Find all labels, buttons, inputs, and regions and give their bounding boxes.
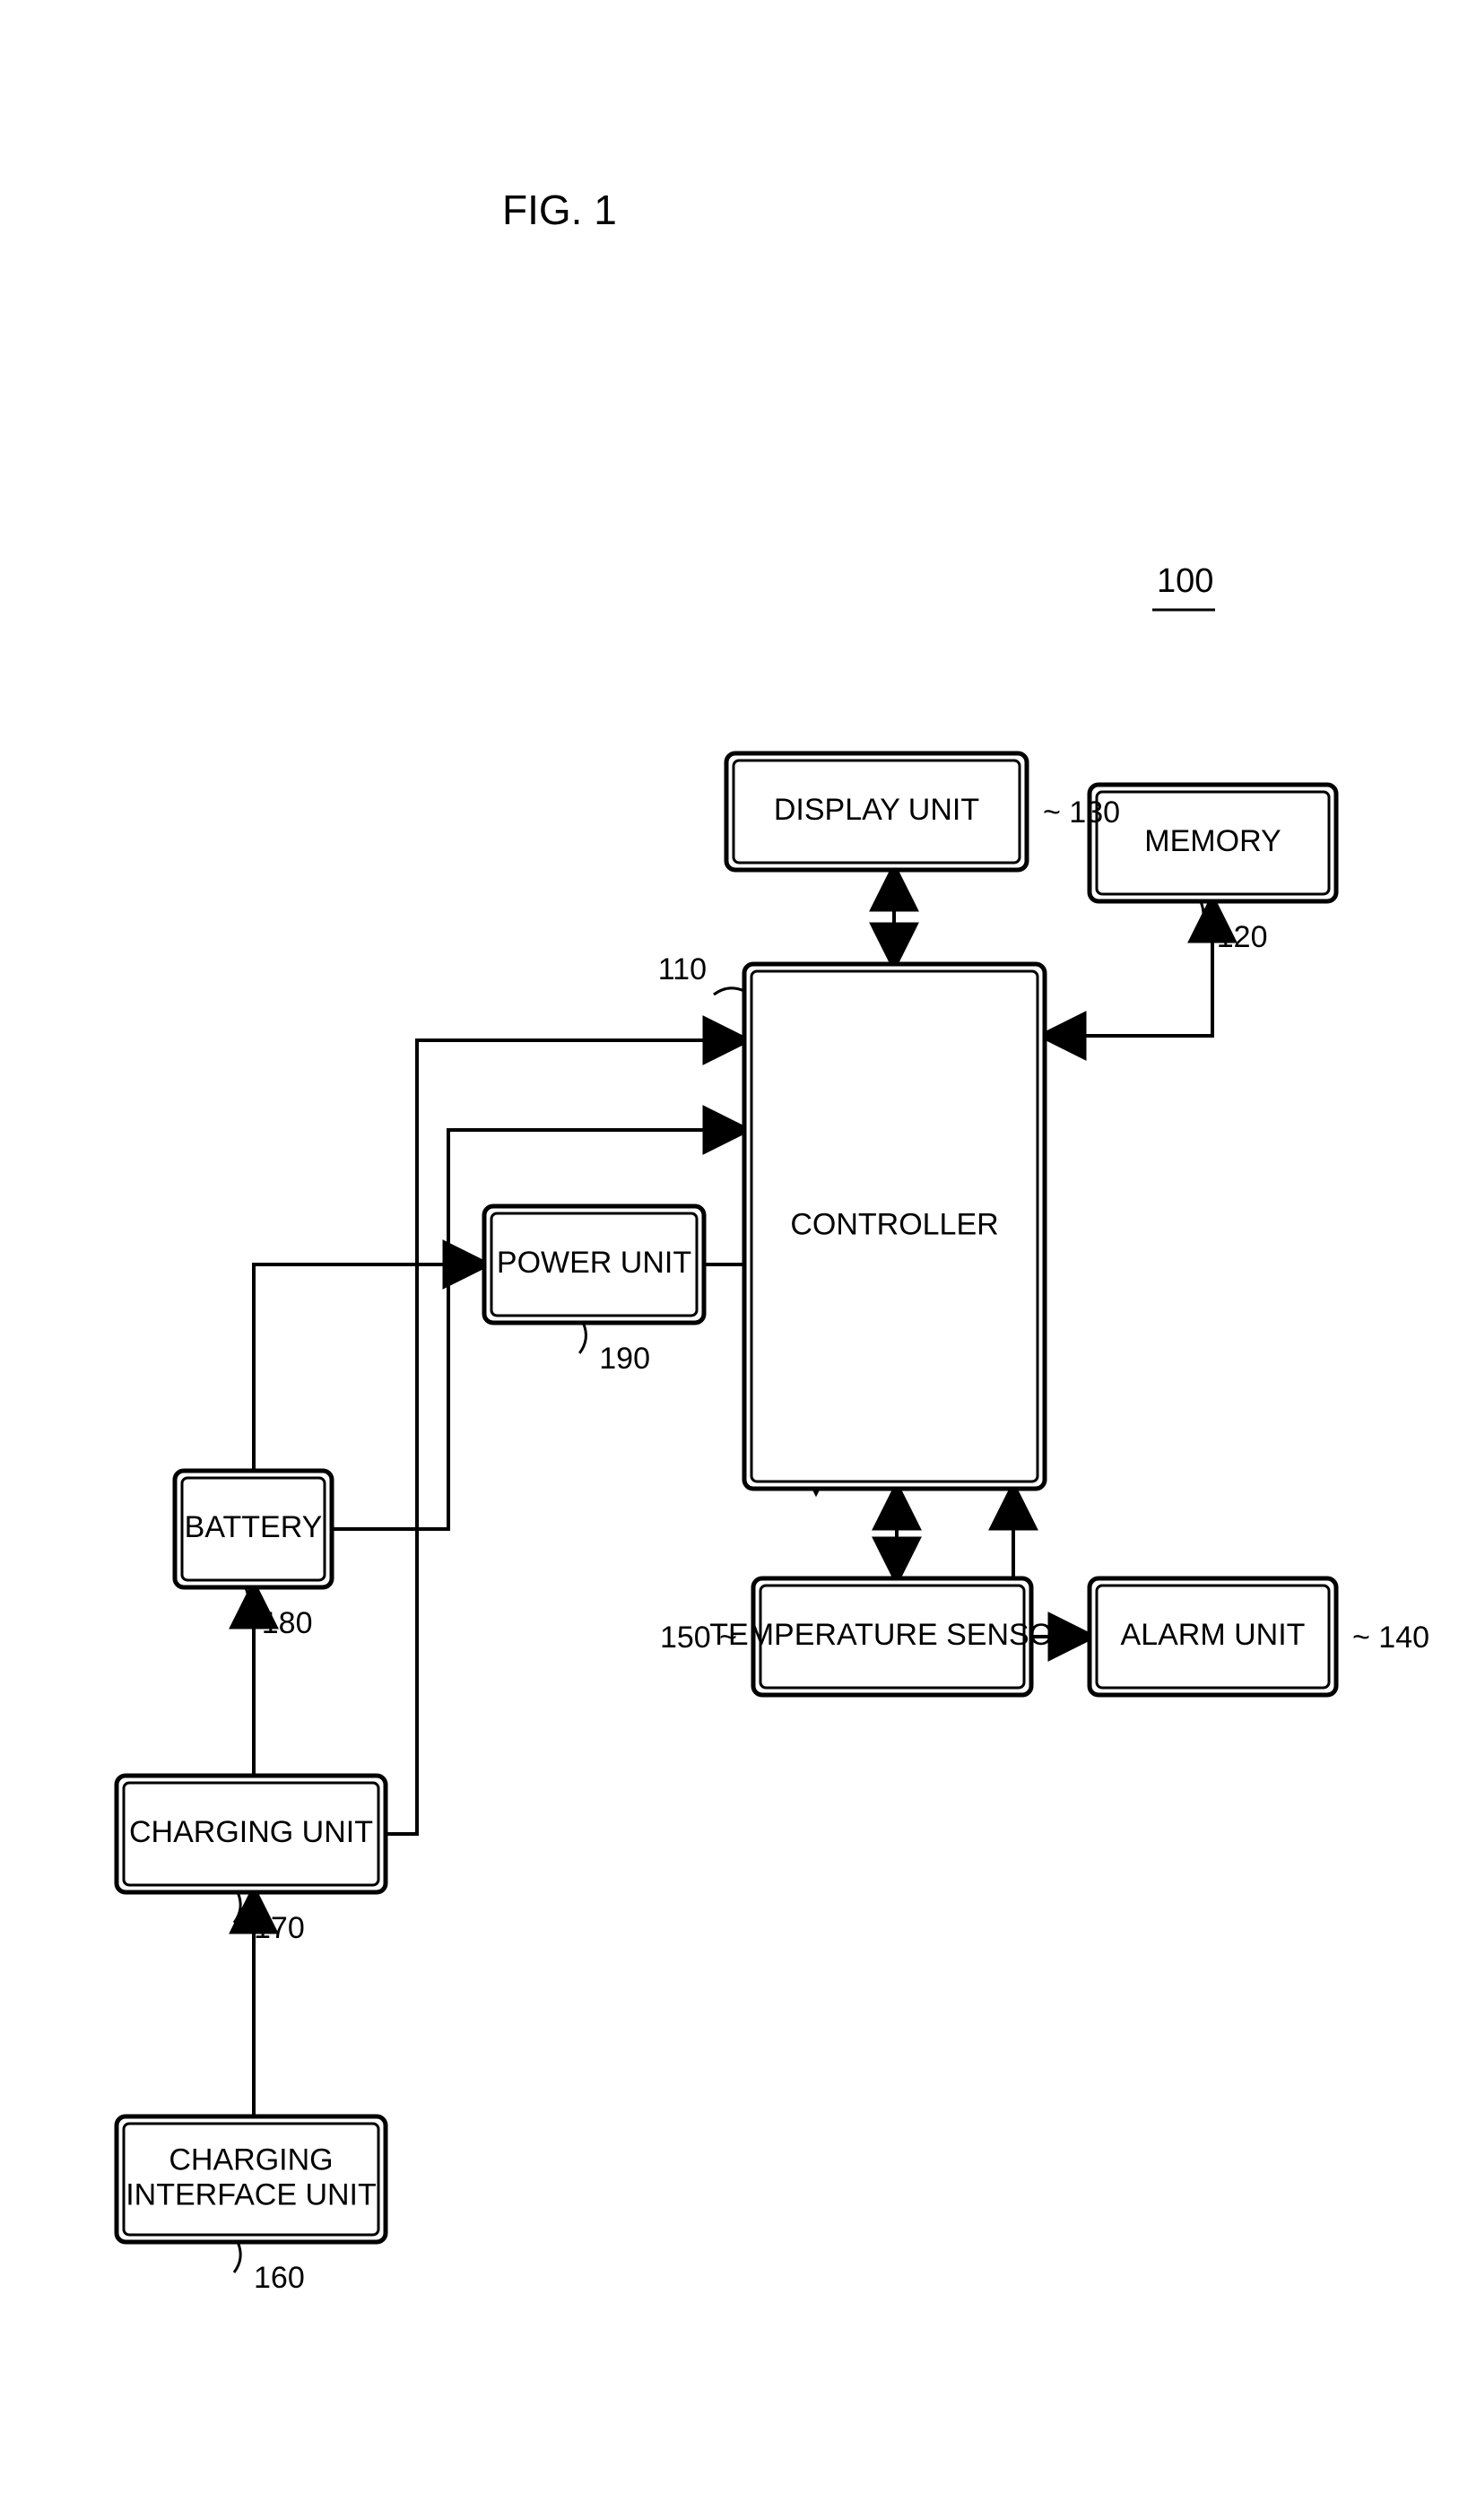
- block-display-label: DISPLAY UNIT: [774, 793, 979, 827]
- block-battery-label: BATTERY: [185, 1510, 323, 1544]
- block-chg_unit-leader: [234, 1892, 240, 1923]
- block-memory-label: MEMORY: [1144, 824, 1281, 858]
- block-chg_if-label: CHARGING: [169, 2142, 333, 2177]
- block-memory-ref: 120: [1217, 920, 1268, 954]
- block-alarm-label: ALARM UNIT: [1121, 1618, 1306, 1652]
- block-controller-leader: [714, 988, 744, 995]
- block-controller-label: CONTROLLER: [790, 1207, 998, 1241]
- block-memory-leader: [1197, 901, 1203, 932]
- connector-controller-memory: [1045, 901, 1212, 1036]
- block-power-leader: [579, 1323, 586, 1353]
- block-controller-ref: 110: [658, 952, 707, 986]
- block-battery-ref: 180: [262, 1606, 313, 1640]
- block-chg_if: CHARGINGINTERFACE UNIT 160: [117, 2116, 386, 2295]
- device-ref: 100: [1157, 562, 1213, 600]
- figure-title: FIG. 1: [502, 187, 617, 233]
- block-chg_unit-ref: 170: [254, 1911, 305, 1945]
- connector-chg_unit-controller: [386, 1040, 744, 1834]
- block-display-ref: ~ 130: [1043, 795, 1120, 830]
- block-power-ref: 190: [599, 1342, 650, 1376]
- block-alarm-ref: ~ 140: [1352, 1621, 1429, 1655]
- block-display: DISPLAY UNIT ~ 130: [726, 753, 1120, 870]
- block-alarm: ALARM UNIT ~ 140: [1090, 1578, 1429, 1695]
- block-controller: CONTROLLER 110: [658, 952, 1045, 1489]
- block-chg_unit-label: CHARGING UNIT: [129, 1815, 373, 1849]
- block-chg_if-label: INTERFACE UNIT: [126, 2178, 377, 2212]
- connector-battery-controller: [332, 1130, 744, 1529]
- block-power-label: POWER UNIT: [497, 1246, 691, 1280]
- block-temp-label: TEMPERATURE SENSOR: [709, 1618, 1074, 1652]
- block-power: POWER UNIT 190: [484, 1206, 704, 1376]
- block-temp-ref: 150 ~: [660, 1621, 737, 1655]
- block-chg_unit: CHARGING UNIT 170: [117, 1776, 386, 1945]
- block-chg_if-leader: [234, 2242, 240, 2272]
- block-temp: TEMPERATURE SENSOR150 ~: [660, 1578, 1075, 1695]
- block-chg_if-ref: 160: [254, 2261, 305, 2295]
- block-battery-leader: [242, 1587, 248, 1618]
